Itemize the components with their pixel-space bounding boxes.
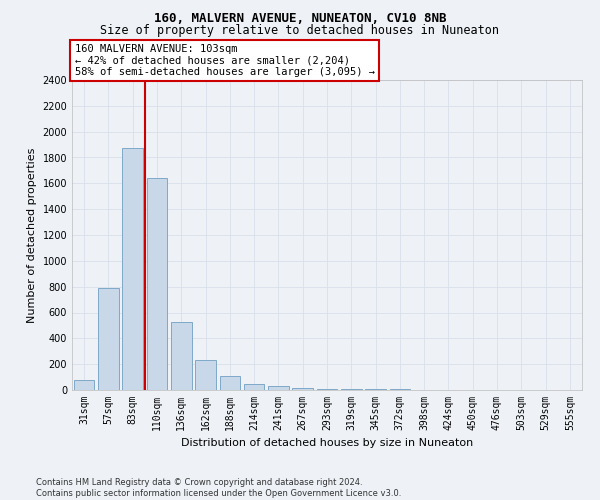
Bar <box>98 288 119 390</box>
Bar <box>146 178 167 390</box>
Bar <box>292 388 313 390</box>
Bar <box>122 148 143 390</box>
X-axis label: Distribution of detached houses by size in Nuneaton: Distribution of detached houses by size … <box>181 438 473 448</box>
Text: 160, MALVERN AVENUE, NUNEATON, CV10 8NB: 160, MALVERN AVENUE, NUNEATON, CV10 8NB <box>154 12 446 26</box>
Bar <box>195 360 216 390</box>
Bar <box>220 376 240 390</box>
Text: Size of property relative to detached houses in Nuneaton: Size of property relative to detached ho… <box>101 24 499 37</box>
Bar <box>268 386 289 390</box>
Text: Contains HM Land Registry data © Crown copyright and database right 2024.
Contai: Contains HM Land Registry data © Crown c… <box>36 478 401 498</box>
Bar <box>74 380 94 390</box>
Text: 160 MALVERN AVENUE: 103sqm
← 42% of detached houses are smaller (2,204)
58% of s: 160 MALVERN AVENUE: 103sqm ← 42% of deta… <box>74 44 374 77</box>
Y-axis label: Number of detached properties: Number of detached properties <box>27 148 37 322</box>
Bar <box>171 322 191 390</box>
Bar <box>244 384 265 390</box>
